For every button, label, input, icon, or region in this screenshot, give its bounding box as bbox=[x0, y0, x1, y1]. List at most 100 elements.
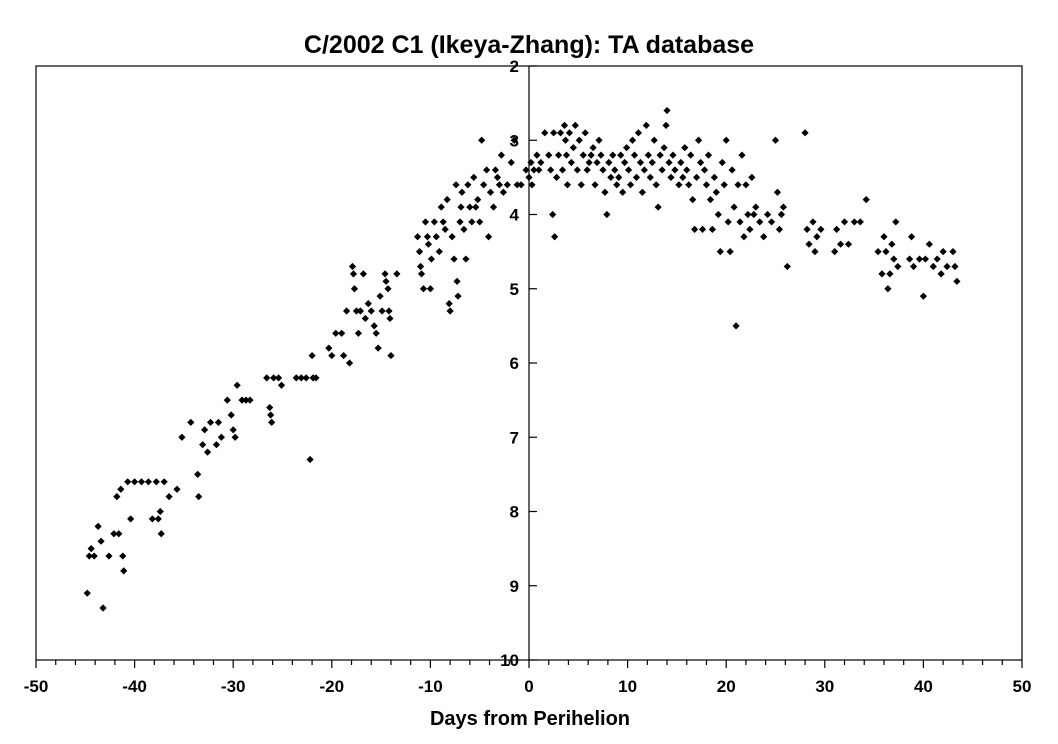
data-point bbox=[450, 255, 458, 263]
data-point bbox=[764, 210, 772, 219]
data-point bbox=[933, 255, 941, 263]
data-point bbox=[263, 374, 271, 382]
data-point bbox=[642, 121, 650, 129]
data-point bbox=[345, 359, 354, 367]
data-point bbox=[840, 218, 849, 226]
data-point bbox=[90, 552, 98, 560]
data-point bbox=[306, 455, 314, 464]
data-point bbox=[206, 418, 215, 426]
data-point bbox=[478, 136, 486, 144]
data-point bbox=[484, 233, 493, 241]
data-point bbox=[702, 181, 711, 189]
data-point bbox=[750, 210, 758, 219]
data-point bbox=[696, 158, 705, 167]
data-point bbox=[554, 151, 563, 159]
data-point bbox=[732, 322, 740, 330]
data-point bbox=[476, 218, 484, 226]
data-point bbox=[575, 136, 583, 144]
data-point bbox=[537, 158, 545, 167]
data-point bbox=[577, 181, 585, 189]
data-point bbox=[199, 441, 207, 449]
data-point bbox=[474, 196, 482, 204]
data-point bbox=[517, 181, 525, 189]
data-point bbox=[949, 248, 957, 256]
data-point bbox=[556, 129, 565, 137]
data-point bbox=[704, 151, 713, 159]
y-tick-label: 4 bbox=[510, 206, 520, 225]
data-point bbox=[415, 248, 424, 256]
data-point bbox=[624, 166, 633, 174]
data-point bbox=[416, 262, 425, 271]
data-point bbox=[480, 181, 488, 189]
data-point bbox=[878, 270, 886, 278]
data-point bbox=[94, 522, 102, 530]
data-point bbox=[381, 270, 389, 278]
x-tick-label: -50 bbox=[24, 677, 49, 696]
data-point bbox=[884, 285, 892, 293]
data-point bbox=[419, 285, 428, 293]
data-point bbox=[599, 166, 607, 174]
data-point bbox=[710, 173, 718, 181]
data-point bbox=[714, 210, 722, 219]
data-point bbox=[773, 188, 782, 196]
data-point bbox=[453, 277, 461, 285]
data-point bbox=[332, 329, 340, 337]
data-point bbox=[560, 121, 569, 129]
data-point bbox=[581, 129, 589, 137]
data-point bbox=[712, 188, 720, 196]
data-point bbox=[312, 374, 320, 382]
x-axis-label: Days from Perihelion bbox=[430, 708, 630, 730]
data-point bbox=[771, 136, 780, 144]
data-point bbox=[83, 589, 91, 597]
data-point bbox=[565, 129, 574, 137]
data-point bbox=[350, 285, 359, 293]
data-point bbox=[424, 240, 433, 248]
data-point bbox=[607, 173, 615, 181]
data-point bbox=[775, 225, 784, 233]
data-point bbox=[644, 151, 652, 159]
data-point bbox=[468, 218, 476, 226]
data-point bbox=[507, 158, 515, 167]
data-point bbox=[212, 441, 221, 449]
data-point bbox=[382, 277, 390, 285]
data-point bbox=[603, 210, 611, 219]
data-point bbox=[892, 218, 900, 226]
data-point bbox=[809, 218, 817, 226]
data-point bbox=[297, 374, 305, 382]
data-point bbox=[693, 173, 701, 181]
x-tick-label: -40 bbox=[122, 677, 147, 696]
data-point bbox=[489, 203, 498, 211]
data-point bbox=[811, 248, 819, 256]
data-point bbox=[435, 248, 443, 256]
data-point bbox=[354, 329, 363, 337]
data-point bbox=[563, 181, 572, 189]
data-point bbox=[483, 166, 491, 174]
data-point bbox=[937, 270, 945, 278]
data-point bbox=[464, 181, 472, 189]
data-point bbox=[730, 203, 738, 211]
data-point bbox=[472, 203, 480, 211]
data-point bbox=[194, 470, 202, 478]
data-point bbox=[671, 166, 679, 174]
data-point bbox=[669, 151, 677, 159]
x-tick-label: 30 bbox=[815, 677, 834, 696]
data-point bbox=[626, 181, 635, 189]
y-tick-label: 2 bbox=[510, 57, 519, 76]
data-point bbox=[246, 396, 254, 404]
data-point bbox=[503, 181, 511, 189]
x-tick-label: 40 bbox=[914, 677, 933, 696]
data-point bbox=[214, 418, 223, 426]
data-point bbox=[628, 136, 637, 144]
data-point bbox=[708, 225, 716, 233]
data-point bbox=[456, 218, 464, 226]
data-point bbox=[268, 418, 276, 426]
data-point bbox=[242, 396, 250, 404]
data-point bbox=[689, 196, 697, 204]
data-point bbox=[722, 136, 730, 144]
data-point bbox=[609, 151, 617, 159]
data-point bbox=[441, 225, 449, 233]
data-point bbox=[915, 255, 924, 263]
data-point bbox=[443, 196, 451, 204]
data-point bbox=[740, 233, 748, 241]
data-point bbox=[571, 121, 579, 129]
